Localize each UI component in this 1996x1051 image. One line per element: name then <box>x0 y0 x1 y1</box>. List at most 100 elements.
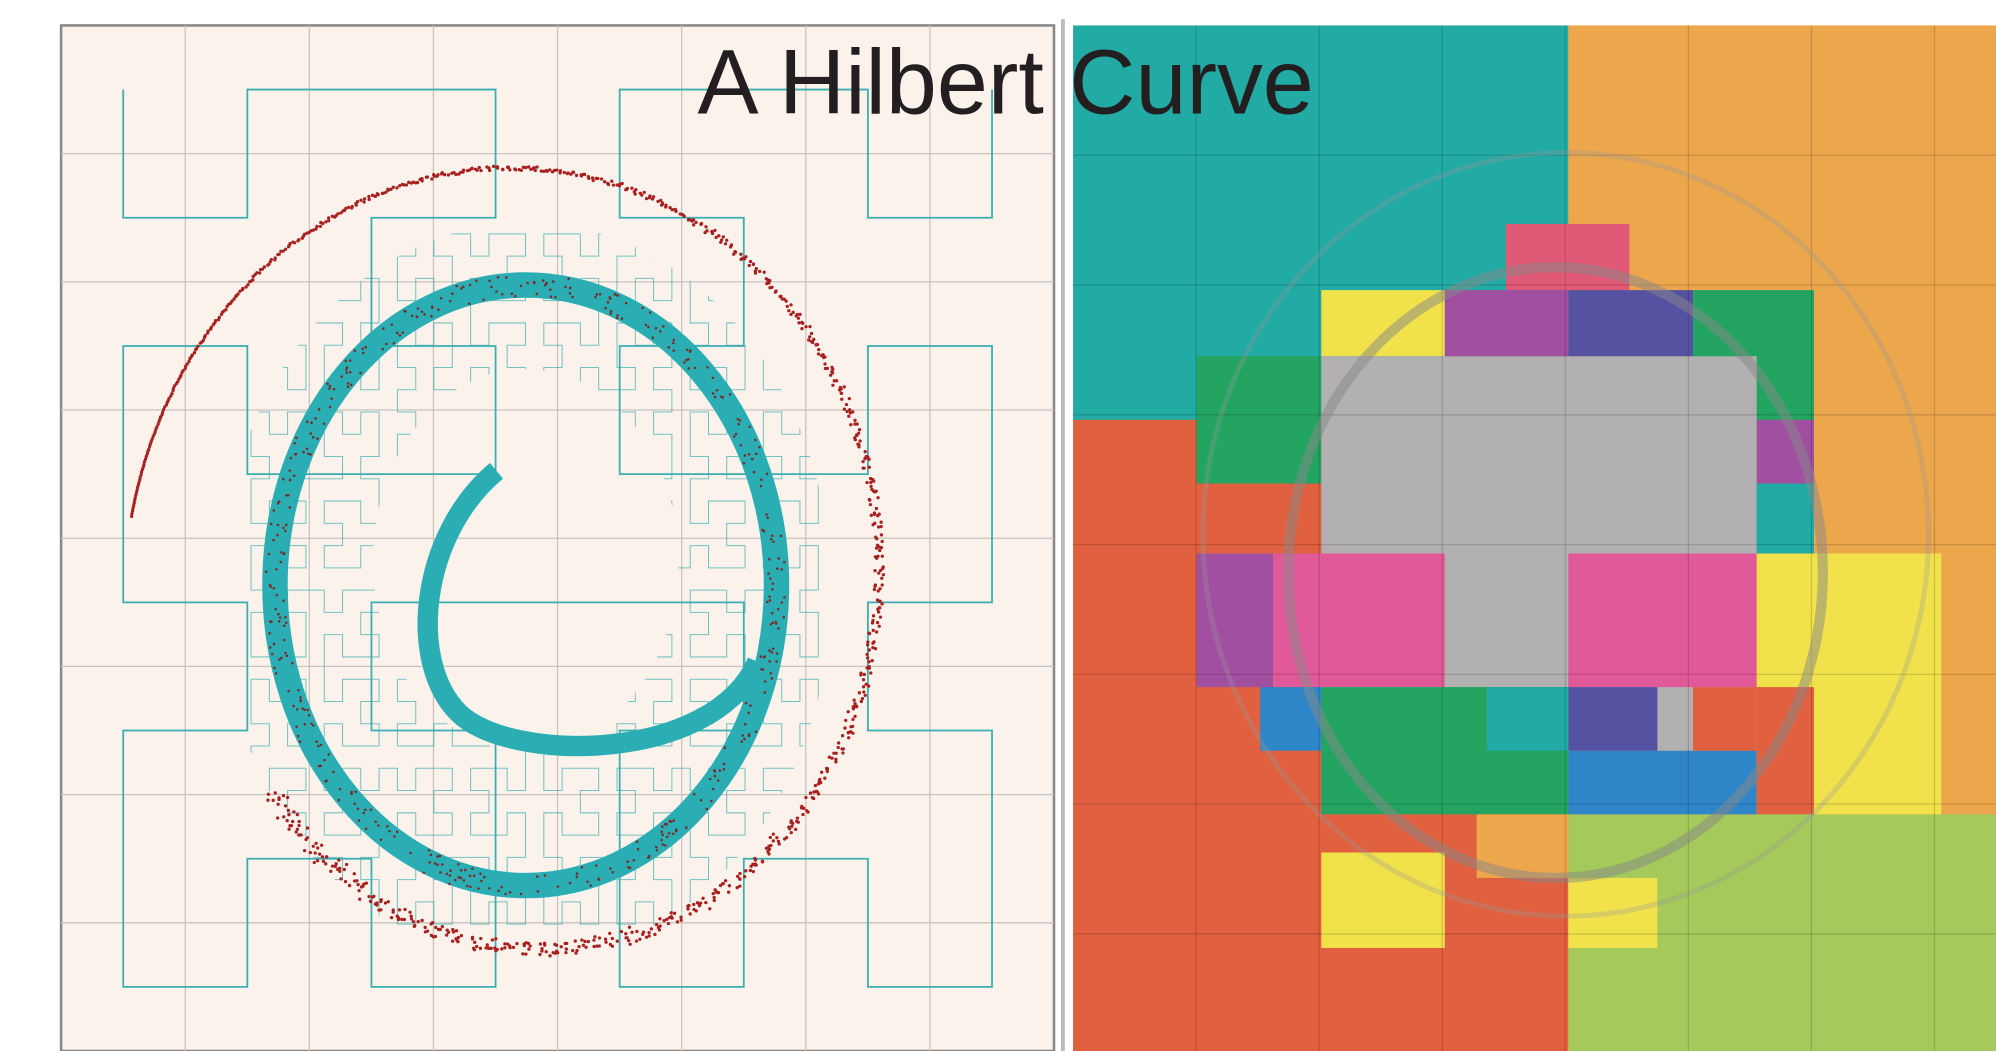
point <box>295 827 300 831</box>
point <box>723 242 728 246</box>
point <box>815 342 820 347</box>
point <box>196 344 200 348</box>
point <box>863 457 867 461</box>
point <box>586 939 591 944</box>
point <box>299 696 302 699</box>
point <box>771 611 774 615</box>
point <box>328 384 332 388</box>
spiral-band <box>262 272 790 899</box>
point <box>270 620 273 624</box>
point <box>671 832 675 836</box>
point <box>867 457 871 461</box>
point <box>659 330 662 333</box>
point <box>473 940 477 944</box>
point <box>820 770 824 774</box>
point <box>783 595 786 599</box>
point <box>851 707 856 711</box>
point <box>134 491 139 495</box>
point <box>352 872 356 876</box>
point <box>398 184 402 188</box>
point <box>255 271 259 275</box>
point <box>569 286 572 290</box>
point <box>832 751 836 755</box>
point <box>604 940 608 944</box>
point <box>795 819 799 823</box>
point <box>666 921 671 926</box>
point <box>500 885 503 889</box>
point <box>272 642 276 646</box>
point <box>553 942 557 947</box>
point <box>440 863 444 866</box>
point <box>432 173 436 177</box>
block <box>1486 687 1569 751</box>
point <box>682 361 686 364</box>
point <box>354 790 357 794</box>
point <box>878 568 883 573</box>
point <box>495 165 500 169</box>
point <box>511 945 516 950</box>
point <box>630 930 634 934</box>
point <box>494 937 498 941</box>
point <box>753 271 758 275</box>
point <box>427 848 431 852</box>
point <box>823 362 827 366</box>
point <box>834 751 838 755</box>
point <box>580 938 584 942</box>
point <box>171 386 176 390</box>
point <box>328 405 332 409</box>
point <box>759 655 762 658</box>
point <box>738 871 742 876</box>
point <box>633 192 637 196</box>
point <box>455 284 458 288</box>
point <box>139 470 144 474</box>
point <box>796 316 801 320</box>
point <box>862 466 866 470</box>
point <box>873 569 877 573</box>
point <box>468 874 472 878</box>
point <box>848 408 852 412</box>
point <box>267 552 271 556</box>
point <box>292 810 296 814</box>
point <box>713 395 717 399</box>
point <box>853 714 857 719</box>
point <box>490 285 493 289</box>
point <box>445 933 449 937</box>
point <box>437 308 440 311</box>
point <box>871 618 875 623</box>
point <box>571 295 574 299</box>
point <box>762 270 766 274</box>
point <box>877 545 881 549</box>
point <box>587 176 591 181</box>
point <box>869 671 873 675</box>
point <box>213 318 218 323</box>
point <box>832 379 836 383</box>
point <box>634 188 638 192</box>
point <box>385 342 388 346</box>
point <box>713 770 717 773</box>
point <box>865 643 870 647</box>
point <box>422 871 426 874</box>
point <box>339 877 343 881</box>
point <box>717 234 721 238</box>
point <box>723 746 726 750</box>
point <box>765 513 768 516</box>
point <box>491 164 496 169</box>
point <box>721 396 725 399</box>
point <box>381 191 386 195</box>
point <box>357 819 361 822</box>
point <box>451 939 455 943</box>
point <box>401 331 405 334</box>
point <box>251 278 255 282</box>
point <box>333 864 337 868</box>
point <box>819 353 824 358</box>
point <box>362 200 366 204</box>
point <box>665 917 669 921</box>
point <box>142 462 146 467</box>
point <box>369 899 373 904</box>
point <box>411 314 414 318</box>
point <box>305 447 309 451</box>
point <box>644 935 649 939</box>
point <box>302 450 305 454</box>
point <box>282 526 285 530</box>
